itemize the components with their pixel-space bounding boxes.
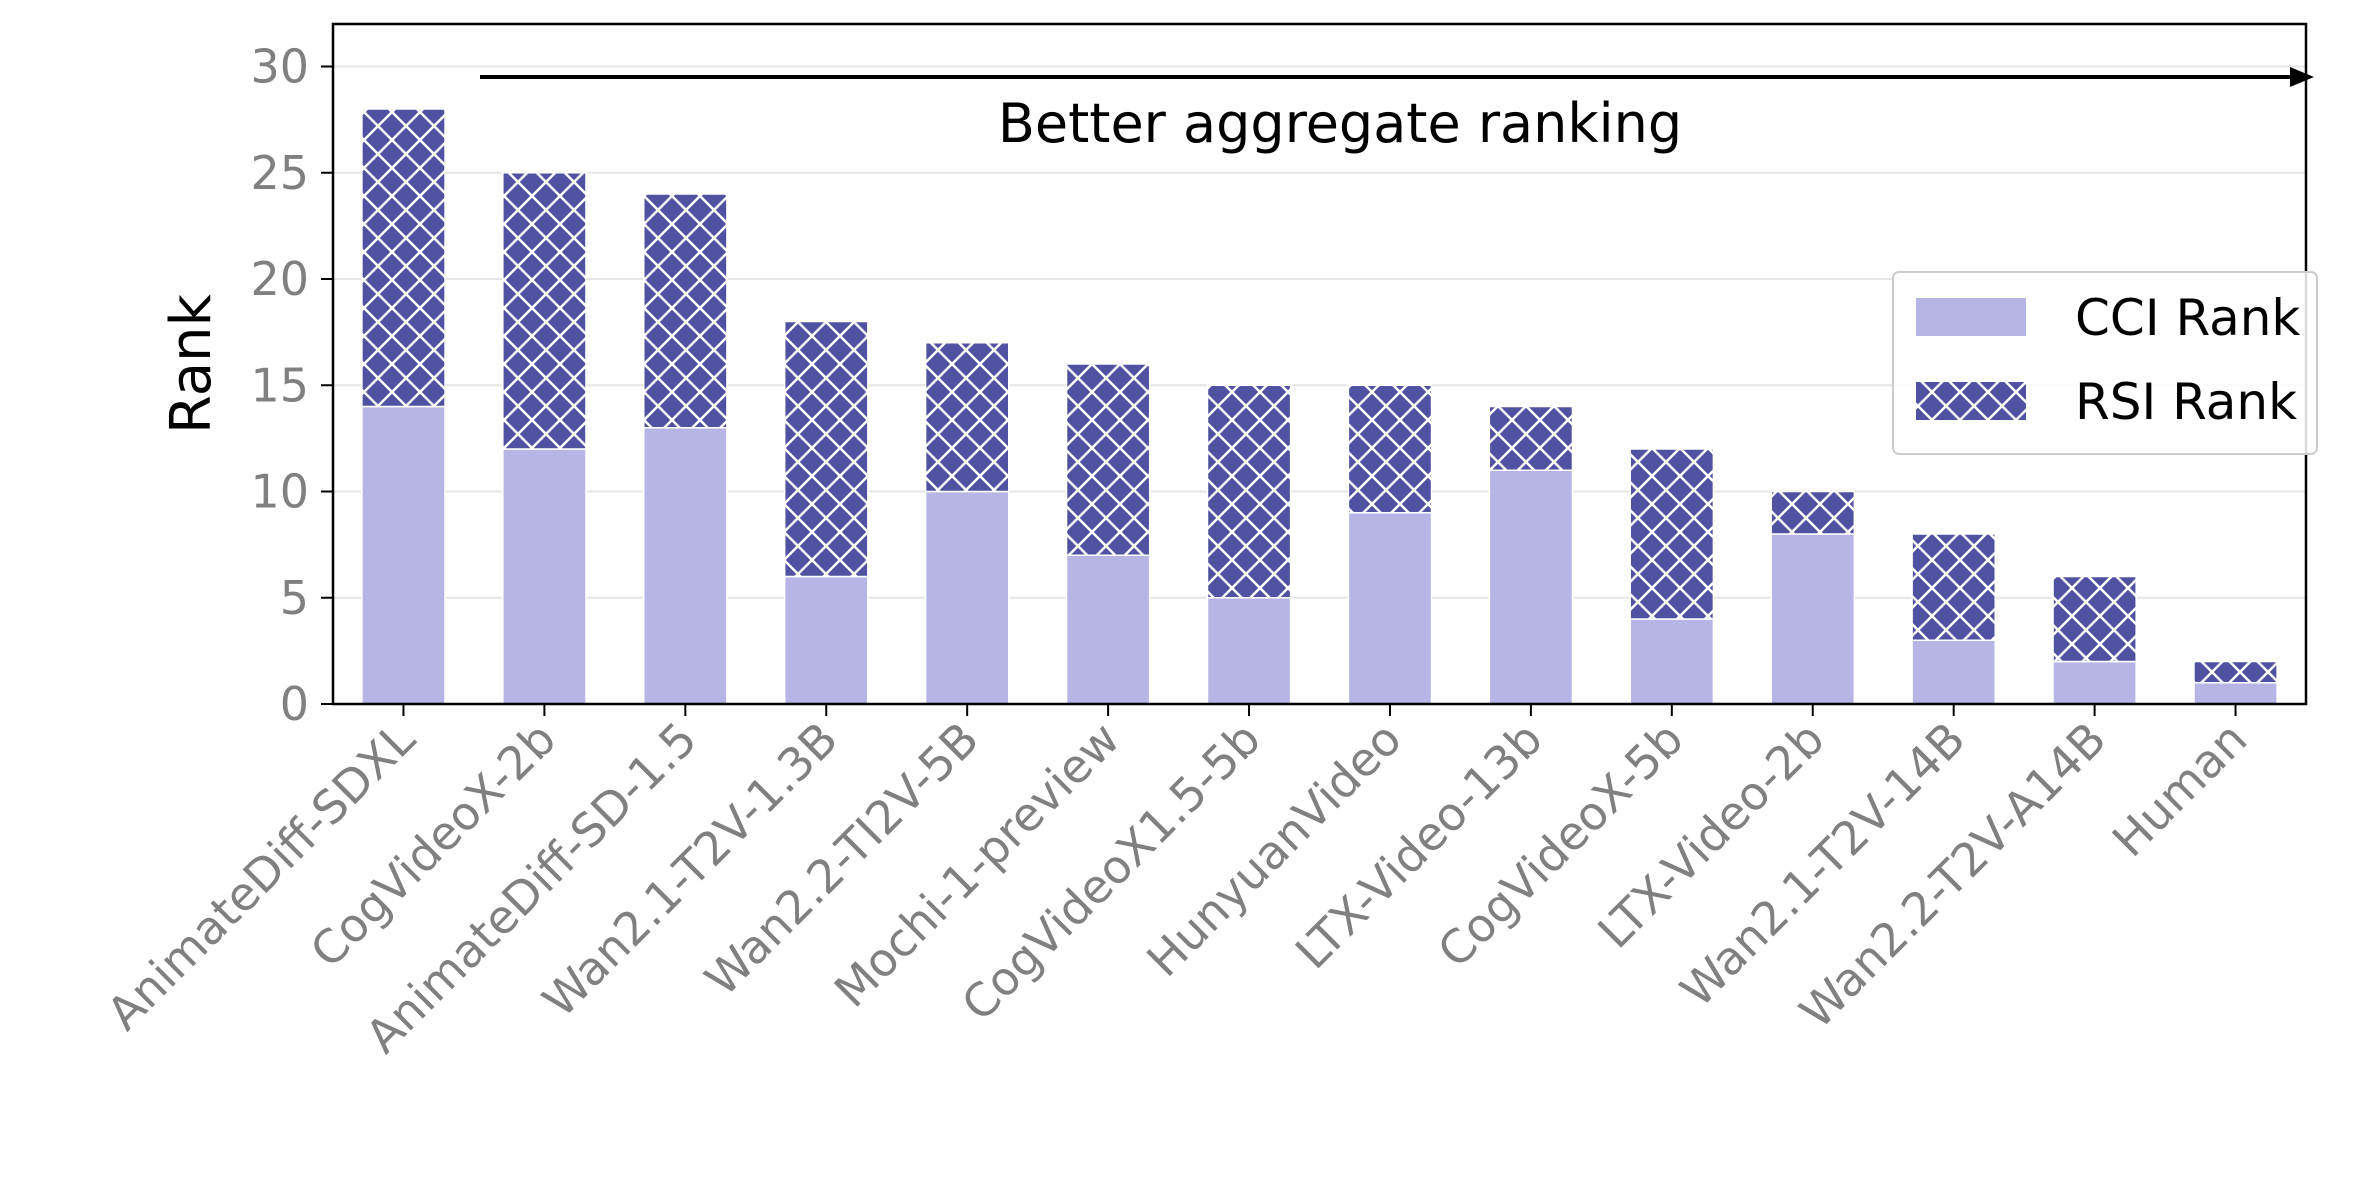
bar-rsi-12 [2052, 575, 2137, 663]
y-tick-label-30: 30 [250, 40, 309, 94]
annotation: Better aggregate ranking [480, 67, 2314, 155]
bar-cci-10 [1770, 533, 1856, 705]
bar-rsi-11 [1911, 533, 1997, 641]
bar-cci-11 [1911, 639, 1997, 705]
bar-rsi-4 [924, 342, 1010, 493]
legend-swatch-cci [1916, 298, 2026, 336]
bar-cci-3 [783, 575, 869, 705]
bar-rsi-10 [1770, 490, 1856, 535]
x-tick-label-7: HunyuanVideo [1136, 712, 1411, 987]
y-tick-label-25: 25 [250, 146, 309, 200]
legend-label-cci: CCI Rank [2075, 289, 2300, 347]
legend-swatch-rsi [1916, 382, 2026, 420]
x-tick-label-13: Human [2102, 712, 2257, 867]
bar-rsi-5 [1065, 363, 1151, 556]
bar-cci-5 [1065, 554, 1151, 705]
y-tick-label-15: 15 [250, 358, 309, 412]
bar-cci-13 [2193, 682, 2278, 705]
bar-rsi-0 [361, 108, 446, 408]
annotation-text: Better aggregate ranking [998, 92, 1682, 155]
y-tick-label-5: 5 [280, 571, 309, 625]
y-axis-title: Rank [159, 293, 224, 433]
bar-cci-0 [361, 405, 446, 705]
y-tick-label-0: 0 [280, 677, 309, 731]
bar-cci-1 [502, 448, 587, 705]
legend-label-rsi: RSI Rank [2075, 373, 2297, 431]
bar-rsi-9 [1629, 448, 1715, 620]
bar-rsi-8 [1488, 405, 1574, 471]
bar-rsi-7 [1347, 384, 1433, 514]
bar-rsi-3 [783, 320, 869, 578]
bar-rsi-1 [502, 172, 587, 450]
legend: CCI Rank RSI Rank [1892, 271, 2318, 455]
bar-cci-9 [1629, 618, 1715, 705]
bar-cci-12 [2052, 660, 2137, 705]
x-tick-label-9: CogVideoX-5b [1427, 712, 1693, 978]
y-tick-label-20: 20 [250, 252, 309, 306]
bars [361, 108, 2278, 705]
bar-cci-7 [1347, 512, 1433, 705]
annotation-arrowhead [2290, 67, 2314, 87]
x-tick-label-1: CogVideoX-2b [300, 712, 566, 978]
y-tick-label-10: 10 [250, 465, 309, 519]
x-axis-ticks: AnimateDiff-SDXLCogVideoX-2bAnimateDiff-… [96, 704, 2257, 1063]
x-tick-label-8: LTX-Video-13b [1285, 712, 1553, 980]
bar-cci-2 [642, 427, 728, 705]
bar-rsi-6 [1206, 384, 1292, 599]
bar-rsi-2 [642, 193, 728, 429]
bar-cci-8 [1488, 469, 1574, 705]
bar-cci-4 [924, 490, 1010, 705]
bar-cci-6 [1206, 597, 1292, 705]
bar-rsi-13 [2193, 660, 2278, 684]
y-axis-ticks: 0 5 10 15 20 25 30 [250, 40, 333, 731]
